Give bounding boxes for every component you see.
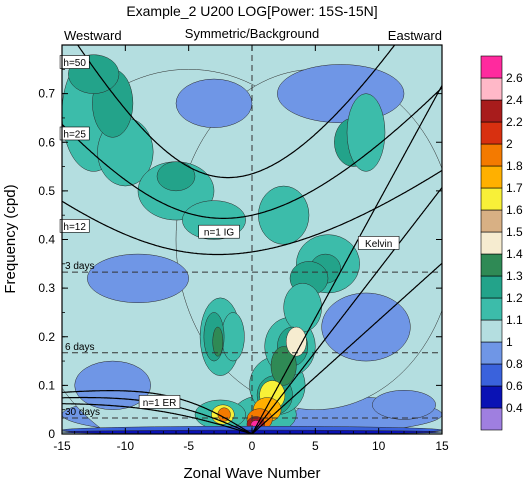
- x-tick-label: 0: [249, 439, 256, 453]
- curve-label: h=25: [63, 129, 86, 140]
- x-tick-label: -5: [183, 439, 194, 453]
- colorbar-label: 0.8: [506, 357, 523, 371]
- plot-fill: [62, 45, 442, 434]
- curve-label: n=1 ER: [143, 398, 177, 409]
- curve-label-box: [357, 236, 400, 250]
- colorbar-swatch: [480, 253, 503, 277]
- colorbar-swatch: [480, 341, 503, 365]
- curve-label: n=1 IG: [204, 228, 235, 239]
- colorbar-label: 1.4: [506, 247, 523, 261]
- curve-labels: h=50 h=25 h=12 n=1 IG Kelvin n=1 ER: [59, 55, 400, 409]
- dispersion-curve-kelvin: [251, 85, 442, 434]
- colorbar-swatch: [480, 209, 503, 233]
- colorbar-swatch: [480, 165, 503, 189]
- y-tick-label: 0.4: [38, 233, 55, 247]
- contour-region: [87, 253, 189, 303]
- colorbar-swatch: [480, 363, 503, 387]
- colorbar-label: 2: [506, 137, 513, 151]
- dispersion-curve-kelvin: [251, 187, 442, 434]
- y-tick-label: 0.3: [38, 281, 55, 295]
- colorbar-swatch: [480, 385, 503, 409]
- dispersion-curve-ig1: [62, 169, 442, 256]
- x-axis: -15 -10 -5 0 5 10 15: [53, 45, 449, 453]
- dispersion-curve-kelvin: [251, 262, 442, 434]
- curve-label: Kelvin: [365, 239, 392, 250]
- x-tick-label: -10: [117, 439, 135, 453]
- period-label: 6 days: [65, 342, 94, 353]
- colorbar: 0.4 0.6 0.8 1 1.1 1.2 1.3 1.4 1.5 1.6 1.7 1.8 2 2.2 2.…: [480, 55, 523, 431]
- contour-region: [258, 185, 310, 245]
- colorbar-label: 2.4: [506, 93, 523, 107]
- curve-label-box: [138, 395, 181, 409]
- colorbar-swatch: [480, 121, 503, 145]
- colorbar-label: 1.2: [506, 291, 523, 305]
- dispersion-curve-ig1: [62, 87, 442, 219]
- y-tick-label: 0.6: [38, 135, 55, 149]
- colorbar-label: 1.7: [506, 181, 523, 195]
- y-tick-label: 0.7: [38, 87, 55, 101]
- y-tick-label: 0: [48, 427, 55, 441]
- dispersion-curve-er1: [62, 403, 253, 434]
- right-corner-label: Eastward: [388, 28, 442, 43]
- colorbar-label: 1.6: [506, 203, 523, 217]
- colorbar-label: 0.4: [506, 401, 523, 415]
- y-tick-label: 0.2: [38, 330, 55, 344]
- colorbar-label: 1.3: [506, 269, 523, 283]
- period-label: 3 days: [65, 261, 94, 272]
- chart-title: Example_2 U200 LOG[Power: 15S-15N]: [126, 3, 377, 19]
- x-tick-label: 5: [312, 439, 319, 453]
- contour-region: [221, 312, 245, 362]
- colorbar-label: 0.6: [506, 379, 523, 393]
- left-corner-label: Westward: [64, 28, 122, 43]
- colorbar-label: 1.1: [506, 313, 523, 327]
- colorbar-swatch: [480, 77, 503, 101]
- contour-region: [285, 326, 307, 357]
- colorbar-swatch: [480, 99, 503, 123]
- curve-label-box: [59, 55, 90, 69]
- curve-label: h=12: [63, 222, 86, 233]
- contour-region: [346, 93, 386, 172]
- x-tick-label: -15: [53, 439, 71, 453]
- colorbar-label: 2.6: [506, 71, 523, 85]
- dispersion-curve-er1: [62, 390, 253, 434]
- colorbar-label: 2.2: [506, 115, 523, 129]
- chart-subtitle: Symmetric/Background: [185, 26, 319, 41]
- curve-label-box: [198, 224, 240, 239]
- colorbar-label: 1: [506, 335, 513, 349]
- guide-lines: 3 days 6 days 30 days: [62, 45, 442, 434]
- colorbar-swatch: [480, 407, 503, 431]
- curve-label-box: [59, 126, 90, 141]
- y-tick-label: 0.5: [38, 184, 55, 198]
- x-tick-label: 15: [435, 439, 449, 453]
- contour-region: [372, 389, 436, 420]
- colorbar-swatch: [480, 231, 503, 255]
- x-tick-label: 10: [372, 439, 386, 453]
- contour-region: [270, 346, 297, 386]
- period-label: 30 days: [65, 407, 100, 418]
- colorbar-swatch: [480, 275, 503, 299]
- y-axis-label: Frequency (cpd): [2, 184, 19, 293]
- contour-region: [212, 326, 224, 357]
- curve-label-box: [59, 219, 90, 233]
- colorbar-swatch: [480, 297, 503, 321]
- x-axis-label: Zonal Wave Number: [184, 465, 321, 482]
- contour-region: [156, 161, 196, 192]
- dispersion-curve-ig1: [77, 45, 396, 179]
- colorbar-swatch: [480, 187, 503, 211]
- contour-region: [321, 292, 411, 362]
- colorbar-swatch: [480, 55, 503, 79]
- contour-region: [283, 283, 322, 333]
- contour-region: [277, 64, 405, 124]
- curve-label: h=50: [63, 58, 86, 69]
- contour-region: [175, 78, 253, 128]
- y-axis: 0 0.1 0.2 0.3 0.4 0.5 0.6 0.7: [38, 68, 442, 441]
- y-tick-label: 0.1: [38, 378, 55, 392]
- colorbar-label: 1.5: [506, 225, 523, 239]
- colorbar-swatch: [480, 319, 503, 343]
- colorbar-label: 1.8: [506, 159, 523, 173]
- colorbar-swatch: [480, 143, 503, 167]
